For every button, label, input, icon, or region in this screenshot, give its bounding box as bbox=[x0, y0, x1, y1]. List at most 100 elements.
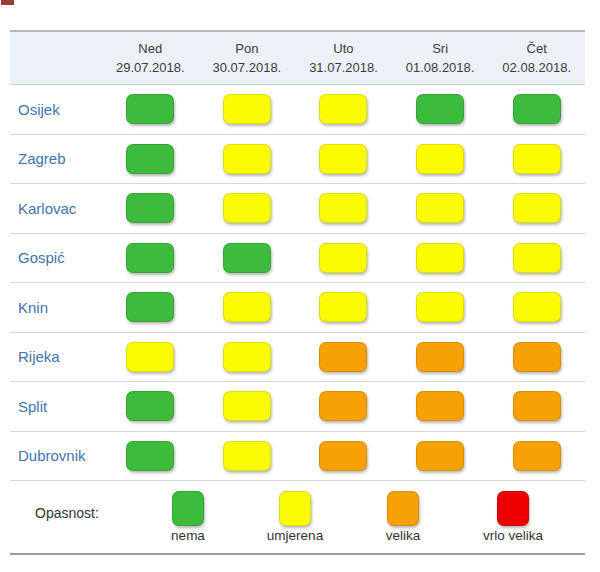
hazard-cell-umjerena bbox=[223, 292, 271, 322]
hazard-cell-velika bbox=[319, 342, 367, 372]
cell-slot bbox=[199, 94, 296, 124]
cell-slot bbox=[488, 342, 585, 372]
cell-slot bbox=[392, 441, 489, 471]
day-name: Ned bbox=[102, 39, 199, 58]
hazard-cell-nema bbox=[126, 391, 174, 421]
hazard-cell-umjerena bbox=[416, 243, 464, 273]
hazard-cell-nema bbox=[126, 243, 174, 273]
table-row: Karlovac bbox=[10, 184, 585, 234]
day-header-pon: Pon 30.07.2018. bbox=[199, 39, 296, 77]
hazard-cell-velika bbox=[416, 391, 464, 421]
cell-slot bbox=[488, 144, 585, 174]
city-label: Dubrovnik bbox=[10, 447, 102, 464]
legend-item: umjerena bbox=[250, 491, 340, 543]
hazard-cell-umjerena bbox=[223, 94, 271, 124]
cell-slot bbox=[488, 193, 585, 223]
hazard-cell-umjerena bbox=[319, 193, 367, 223]
legend-label: vrlo velika bbox=[483, 528, 543, 543]
hazard-cell-nema bbox=[416, 94, 464, 124]
cell-slot bbox=[295, 391, 392, 421]
hazard-cell-nema bbox=[126, 144, 174, 174]
hazard-cell-umjerena bbox=[513, 144, 561, 174]
cell-slot bbox=[295, 94, 392, 124]
day-date: 01.08.2018. bbox=[392, 58, 489, 77]
day-header-uto: Uto 31.07.2018. bbox=[295, 39, 392, 77]
table: Ned 29.07.2018. Pon 30.07.2018. Uto 31.0… bbox=[10, 30, 585, 555]
hazard-cell-nema bbox=[126, 193, 174, 223]
legend-swatch-vrlo-velika bbox=[497, 491, 529, 526]
hazard-cell-umjerena bbox=[319, 94, 367, 124]
cell-slot bbox=[488, 391, 585, 421]
hazard-cell-umjerena bbox=[223, 342, 271, 372]
cell-slot bbox=[392, 243, 489, 273]
table-row: Knin bbox=[10, 283, 585, 333]
day-date: 29.07.2018. bbox=[102, 58, 199, 77]
hazard-cell-velika bbox=[513, 391, 561, 421]
day-header-sri: Sri 01.08.2018. bbox=[392, 39, 489, 77]
cell-slot bbox=[488, 441, 585, 471]
hazard-cell-umjerena bbox=[223, 193, 271, 223]
legend-item: vrlo velika bbox=[468, 491, 558, 543]
cell-slot bbox=[102, 441, 199, 471]
cell-slot bbox=[102, 193, 199, 223]
cell-slot bbox=[392, 342, 489, 372]
cell-slot bbox=[392, 144, 489, 174]
cell-slot bbox=[199, 292, 296, 322]
day-date: 02.08.2018. bbox=[488, 58, 585, 77]
day-date: 31.07.2018. bbox=[295, 58, 392, 77]
legend-label: umjerena bbox=[267, 528, 323, 543]
hazard-cell-velika bbox=[513, 342, 561, 372]
table-row: Split bbox=[10, 382, 585, 432]
city-label: Split bbox=[10, 398, 102, 415]
table-row: Gospić bbox=[10, 234, 585, 284]
table-header-row: Ned 29.07.2018. Pon 30.07.2018. Uto 31.0… bbox=[10, 30, 585, 85]
cell-slot bbox=[488, 94, 585, 124]
hazard-cell-umjerena bbox=[223, 391, 271, 421]
hazard-cell-nema bbox=[223, 243, 271, 273]
cell-slot bbox=[102, 144, 199, 174]
hazard-cell-velika bbox=[416, 342, 464, 372]
legend-item: nema bbox=[143, 491, 233, 543]
cell-slot bbox=[199, 144, 296, 174]
cell-slot bbox=[199, 342, 296, 372]
city-label: Gospić bbox=[10, 249, 102, 266]
hazard-forecast-table: Ned 29.07.2018. Pon 30.07.2018. Uto 31.0… bbox=[0, 0, 600, 572]
legend: Opasnost: nema umjerena velika vrlo velika bbox=[10, 481, 585, 555]
cell-slot bbox=[199, 441, 296, 471]
hazard-cell-umjerena bbox=[223, 144, 271, 174]
hazard-cell-umjerena bbox=[319, 144, 367, 174]
hazard-cell-velika bbox=[319, 391, 367, 421]
city-label: Zagreb bbox=[10, 150, 102, 167]
cell-slot bbox=[488, 292, 585, 322]
hazard-cell-umjerena bbox=[416, 292, 464, 322]
hazard-cell-nema bbox=[126, 94, 174, 124]
legend-label: velika bbox=[386, 528, 421, 543]
hazard-cell-umjerena bbox=[126, 342, 174, 372]
top-left-artifact bbox=[1, 0, 14, 5]
table-row: Rijeka bbox=[10, 333, 585, 383]
cell-slot bbox=[295, 144, 392, 174]
cell-slot bbox=[102, 391, 199, 421]
day-name: Sri bbox=[392, 39, 489, 58]
cell-slot bbox=[295, 342, 392, 372]
city-label: Rijeka bbox=[10, 348, 102, 365]
cell-slot bbox=[102, 94, 199, 124]
hazard-cell-umjerena bbox=[319, 292, 367, 322]
hazard-cell-velika bbox=[416, 441, 464, 471]
hazard-cell-nema bbox=[513, 94, 561, 124]
cell-slot bbox=[102, 243, 199, 273]
legend-title: Opasnost: bbox=[35, 505, 99, 521]
hazard-cell-umjerena bbox=[513, 243, 561, 273]
table-body: OsijekZagrebKarlovacGospićKninRijekaSpli… bbox=[10, 85, 585, 481]
hazard-cell-nema bbox=[126, 441, 174, 471]
day-name: Pon bbox=[199, 39, 296, 58]
hazard-cell-umjerena bbox=[223, 441, 271, 471]
cell-slot bbox=[295, 292, 392, 322]
cell-slot bbox=[199, 391, 296, 421]
hazard-cell-umjerena bbox=[319, 243, 367, 273]
day-header-ned: Ned 29.07.2018. bbox=[102, 39, 199, 77]
cell-slot bbox=[199, 193, 296, 223]
legend-swatch-velika bbox=[387, 491, 419, 526]
hazard-cell-umjerena bbox=[416, 144, 464, 174]
city-label: Knin bbox=[10, 299, 102, 316]
